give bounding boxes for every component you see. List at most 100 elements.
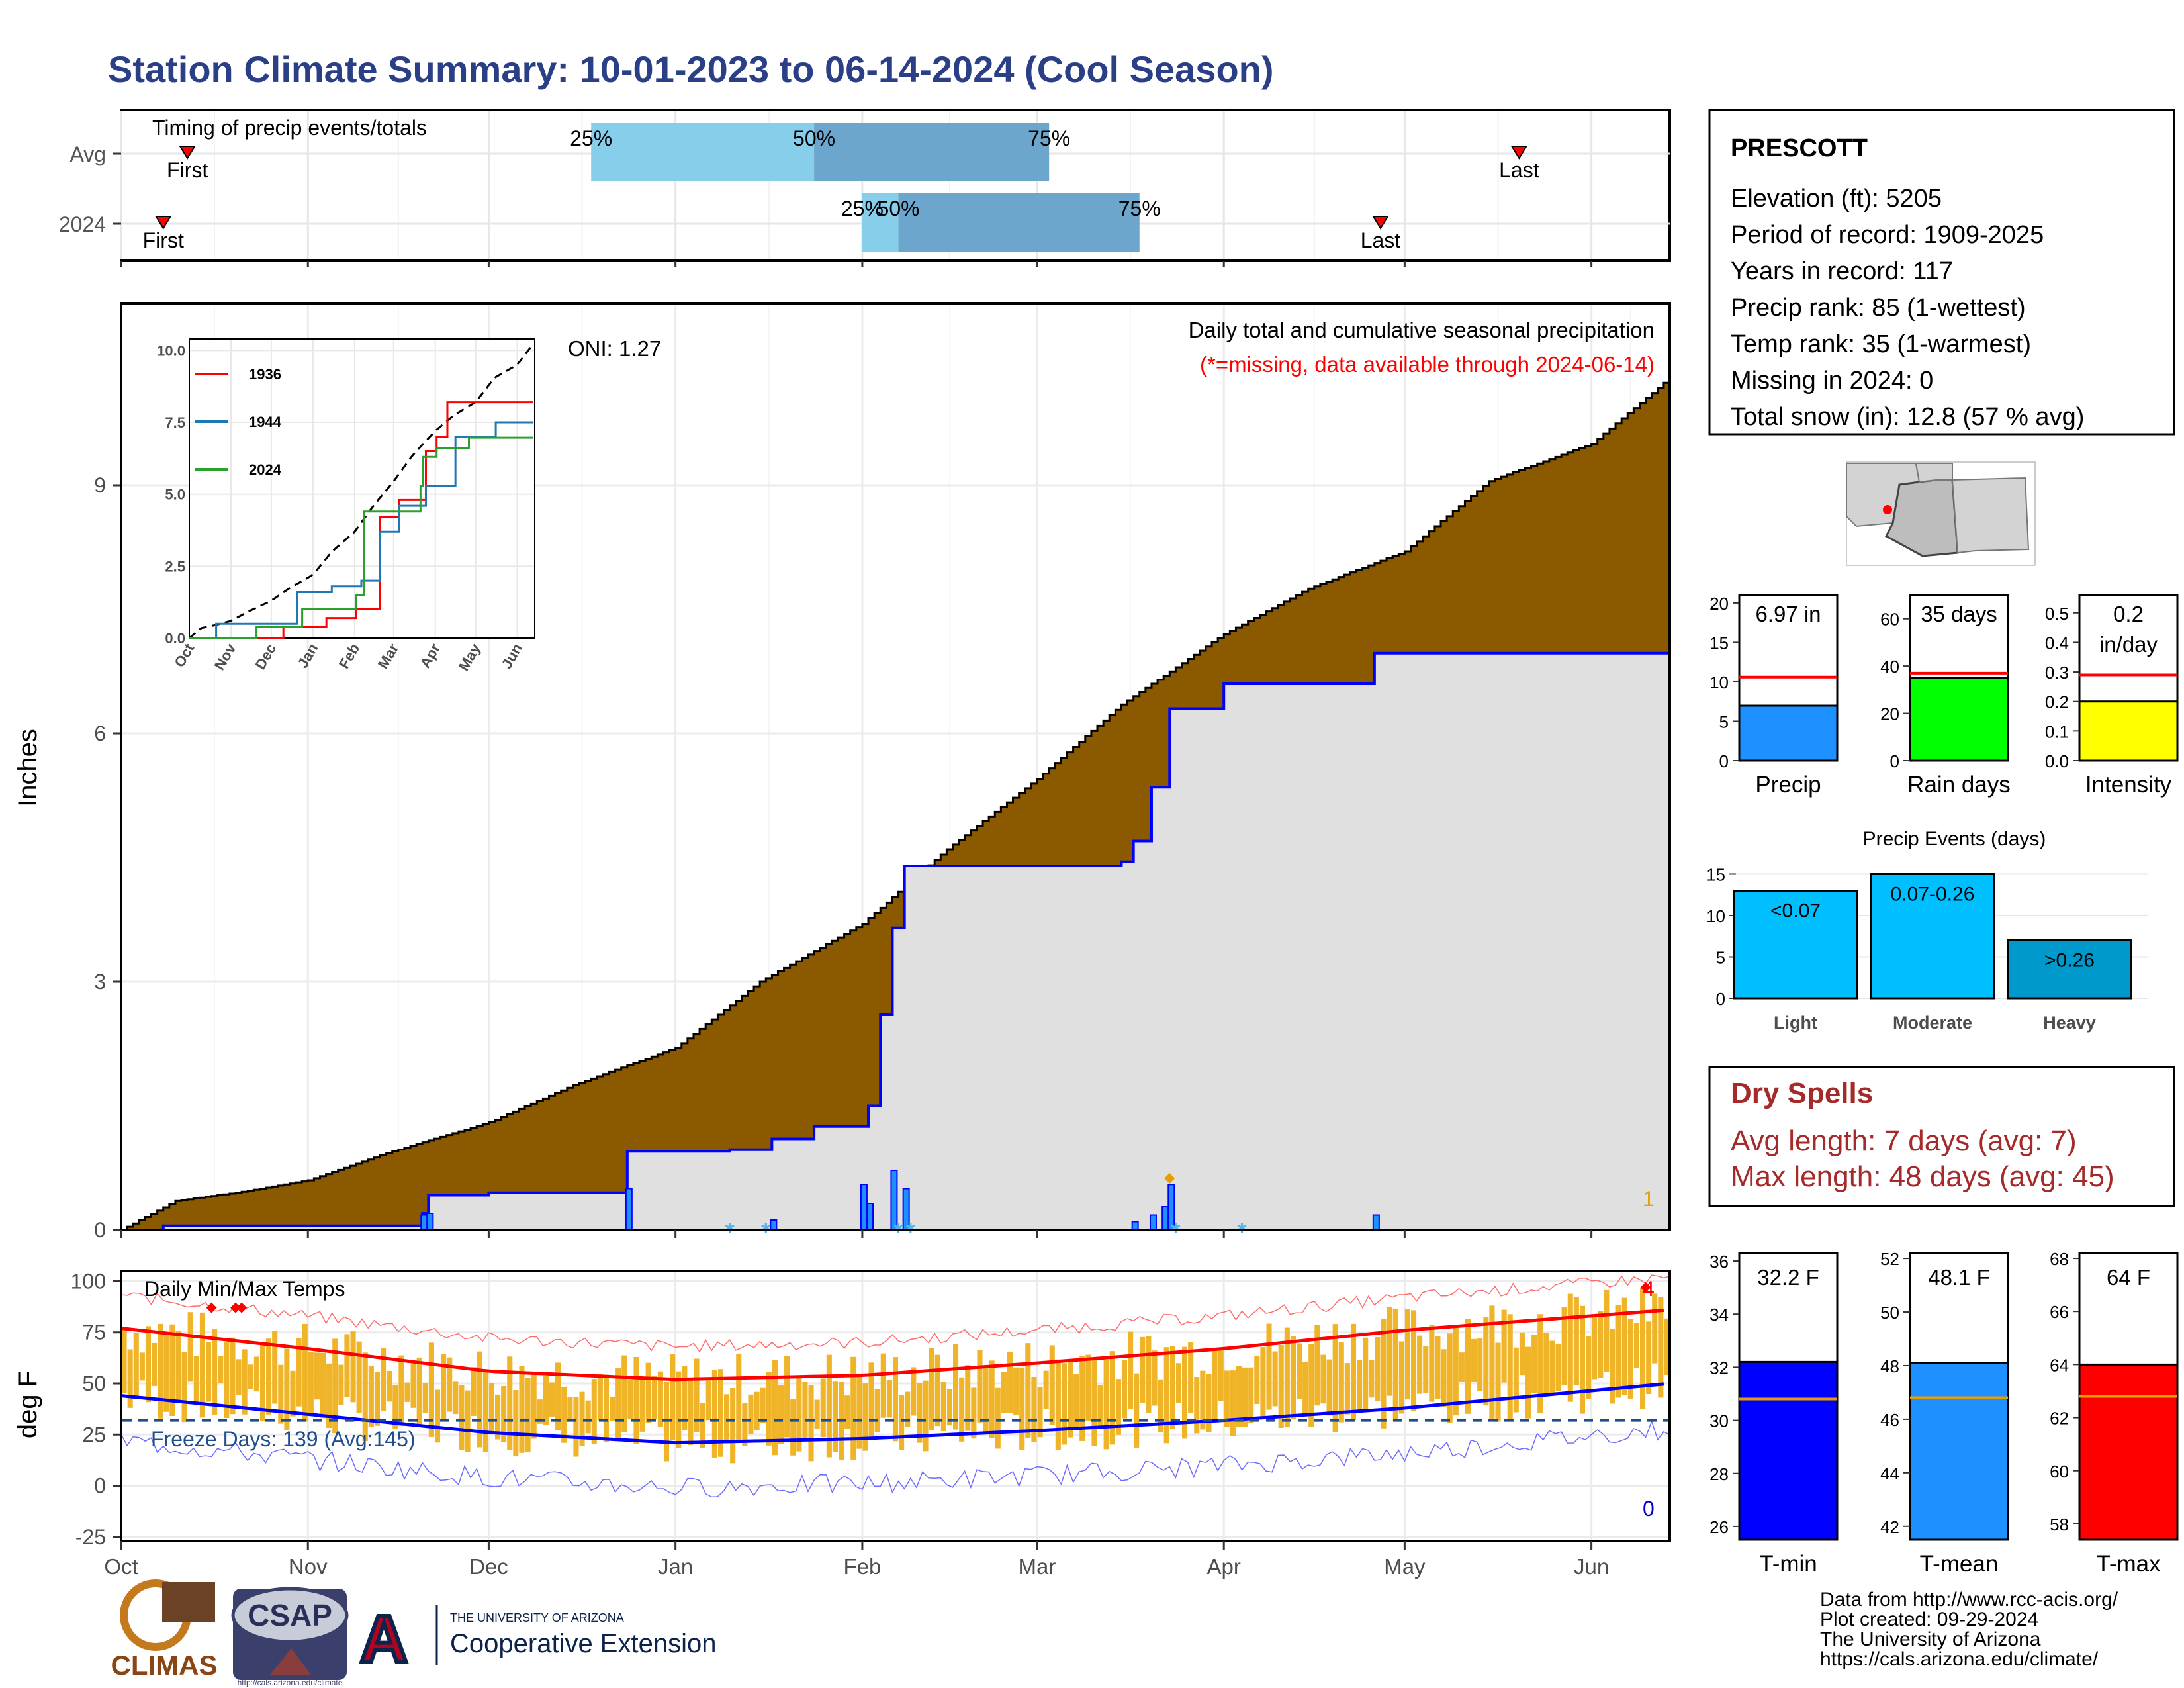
- daily-temp-bar: [356, 1341, 362, 1413]
- observed-cumulative-area: [121, 653, 1670, 1230]
- daily-temp-bar: [1188, 1342, 1194, 1413]
- daily-temp-bar: [1031, 1376, 1037, 1442]
- summary-tick-label: 0: [1890, 751, 1899, 771]
- temp-bar-tick-label: 42: [1880, 1517, 1899, 1537]
- daily-temp-bar: [995, 1387, 1001, 1449]
- summary-bar-Precip: [1738, 704, 1839, 762]
- daily-temp-bar: [416, 1357, 422, 1427]
- daily-temp-bar: [1302, 1361, 1308, 1415]
- events-tick-label: 0: [1716, 989, 1725, 1009]
- daily-temp-bar: [1140, 1336, 1146, 1403]
- temp-bar-tick-label: 52: [1880, 1249, 1899, 1269]
- inset-series-2024: [189, 436, 533, 639]
- daily-temp-bar: [404, 1382, 410, 1402]
- temp-bar-tick-label: 32: [1709, 1358, 1729, 1378]
- station-precip-rank: Precip rank: 85 (1-wettest): [1731, 294, 2026, 322]
- dry-spells: Dry Spells Avg length: 7 days (avg: 7) M…: [1708, 1066, 2175, 1207]
- daily-temp-bar: [338, 1364, 344, 1405]
- events-bar-Heavy: [2007, 939, 2132, 1000]
- timing-row-2024: 2024: [59, 212, 106, 236]
- summary-value-Rain days: 35 days: [1921, 602, 1997, 626]
- daily-temp-bar: [1513, 1347, 1519, 1413]
- temp-frame: [120, 1270, 1671, 1542]
- daily-temp-bar: [585, 1400, 591, 1434]
- daily-temp-bar: [1121, 1360, 1128, 1419]
- dry-spells-max: Max length: 48 days (avg: 45): [1731, 1160, 2115, 1193]
- temp-bar-tick-label: 46: [1880, 1410, 1899, 1430]
- daily-temp-bar: [537, 1399, 543, 1424]
- summary-bar-Intensity: [2078, 700, 2179, 762]
- daily-temp-bar: [212, 1329, 218, 1415]
- daily-temp-bar: [1296, 1343, 1302, 1399]
- daily-temp-bar: [133, 1333, 139, 1397]
- daily-temp-bar: [621, 1355, 627, 1432]
- daily-temp-bar: [236, 1359, 242, 1395]
- daily-temp-bar: [193, 1356, 199, 1406]
- avg-q25-label: 25%: [570, 126, 612, 150]
- temp-bar-tick-label: 30: [1709, 1411, 1729, 1431]
- daily-temp-bar: [1423, 1346, 1429, 1393]
- summary-tick-label: 40: [1880, 657, 1899, 677]
- daily-temp-bar: [1049, 1345, 1055, 1425]
- daily-temp-bar: [555, 1362, 561, 1430]
- month-label: Apr: [1207, 1554, 1241, 1579]
- temp-ylabel: deg F: [13, 1371, 42, 1438]
- daily-temp-bar: [525, 1378, 531, 1452]
- daily-temp-bar: [127, 1349, 133, 1408]
- temp-bar-T-mean: [1909, 1362, 2009, 1541]
- temp-bar-tick-label: 64: [2050, 1355, 2069, 1375]
- daily-temp-bar: [651, 1376, 657, 1420]
- location-map: [1846, 461, 2036, 566]
- freeze-days: Freeze Days: 139 (Avg:145): [151, 1427, 416, 1451]
- timing-row-avg: Avg: [69, 142, 106, 166]
- dry-spells-title: Dry Spells: [1731, 1077, 1873, 1109]
- station-elevation: Elevation (ft): 5205: [1731, 185, 1942, 212]
- daily-temp-bar: [1194, 1377, 1200, 1434]
- daily-temp-bar: [163, 1333, 169, 1412]
- temp-bar-tick-label: 58: [2050, 1515, 2069, 1534]
- daily-temp-bar: [1290, 1335, 1296, 1419]
- daily-temp-bar: [447, 1357, 453, 1412]
- temp-title: Daily Min/Max Temps: [144, 1277, 345, 1301]
- daily-precip-bar: [1149, 1214, 1157, 1231]
- daily-temp-bar: [1218, 1347, 1224, 1401]
- temp-bar-tick-label: 44: [1880, 1464, 1899, 1483]
- daily-temp-bar: [1158, 1379, 1163, 1433]
- summary-tick-label: 0.1: [2045, 722, 2069, 741]
- daily-temp-bar: [326, 1363, 332, 1429]
- daily-temp-bar: [724, 1394, 730, 1441]
- events-content: 0 5 10 15 <0.07 Light 0.07-0.26 Moderate >0.26 He…: [1706, 865, 2148, 1033]
- footer-university: The University of Arizona: [1820, 1628, 2041, 1650]
- daily-precip-bar: [625, 1188, 633, 1231]
- avg-max-temp-line: [120, 1308, 1664, 1382]
- daily-temp-bar: [1543, 1333, 1549, 1397]
- ua-a-logo-icon: A: [360, 1602, 408, 1676]
- summary-bars: 0 5 10 15 20 6.97 in Precip 0 20 40 60 35 days Rain …: [1709, 594, 2179, 798]
- daily-temp-bar: [748, 1394, 754, 1434]
- temp-ytick-label: 0: [94, 1474, 106, 1498]
- temp-ytick-label: 75: [82, 1321, 106, 1344]
- climas-logo: CLIMAS: [111, 1579, 218, 1681]
- daily-temp-bar: [1067, 1361, 1073, 1438]
- daily-temp-bar: [1357, 1360, 1363, 1412]
- inset-legend-label: 1944: [249, 414, 282, 430]
- summary-label-Intensity: Intensity: [2085, 772, 2172, 798]
- daily-temp-bar: [284, 1348, 290, 1430]
- daily-temp-bar: [892, 1357, 899, 1442]
- daily-temp-bar: [1152, 1350, 1158, 1406]
- daily-temp-bar: [1507, 1314, 1513, 1421]
- daily-temp-bar: [627, 1379, 633, 1419]
- inset-ytick-label: 7.5: [165, 414, 185, 431]
- daily-temp-bar: [1549, 1340, 1555, 1395]
- csap-url: http://cals.arizona.edu/climate: [238, 1678, 343, 1687]
- temp-bar-value: 32.2 F: [1757, 1265, 1819, 1289]
- daily-precip-bar: [860, 1184, 868, 1231]
- y2024-q25-q50-bar: [862, 193, 899, 252]
- temp-bar-value: 64 F: [2107, 1265, 2150, 1289]
- temp-bar-tick-label: 62: [2050, 1409, 2069, 1429]
- daily-precip-bar: [770, 1219, 778, 1231]
- daily-temp-bar: [1338, 1342, 1344, 1423]
- daily-temp-bar: [266, 1338, 272, 1415]
